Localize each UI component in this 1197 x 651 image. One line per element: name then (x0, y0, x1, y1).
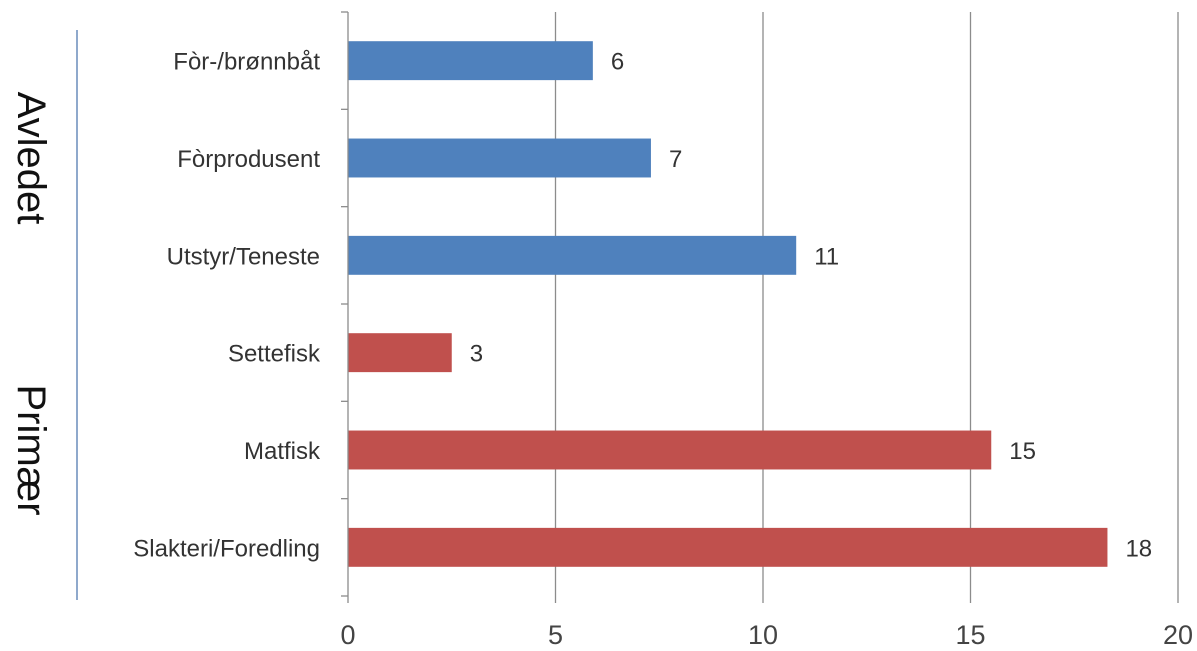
category-label: Matfisk (244, 438, 321, 465)
category-label: Slakteri/Foredling (133, 535, 320, 562)
bar (348, 527, 1108, 567)
data-label: 3 (470, 341, 483, 368)
data-label: 11 (814, 243, 839, 270)
x-tick-label: 15 (955, 620, 985, 650)
bar (348, 41, 593, 81)
bar (348, 430, 992, 470)
category-label: Settefisk (228, 341, 321, 368)
bar (348, 138, 651, 178)
x-tick-label: 10 (748, 620, 778, 650)
group-label: Avledet (9, 92, 53, 225)
x-tick-label: 20 (1163, 620, 1193, 650)
data-label: 6 (611, 49, 624, 76)
x-tick-label: 5 (548, 620, 563, 650)
data-label: 15 (1009, 438, 1036, 465)
category-label: Fòr-/brønnbåt (173, 49, 320, 76)
bar (348, 333, 452, 373)
bar (348, 235, 797, 275)
data-label: 7 (669, 146, 682, 173)
category-label: Fòrprodusent (177, 146, 320, 173)
group-label: Primær (9, 384, 53, 515)
x-tick-label: 0 (340, 620, 355, 650)
category-label: Utstyr/Teneste (167, 243, 320, 270)
data-label: 18 (1125, 535, 1152, 562)
